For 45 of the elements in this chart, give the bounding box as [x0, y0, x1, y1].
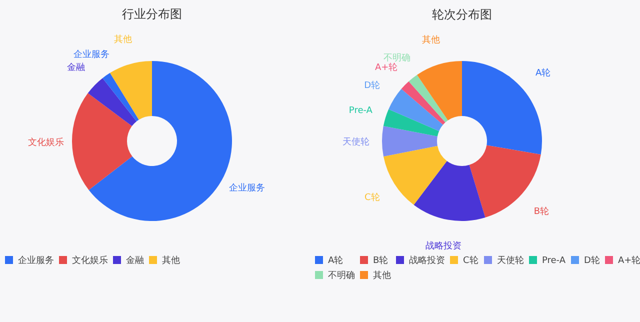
legend-label: A轮	[328, 255, 344, 266]
slice-label: C轮	[364, 192, 380, 204]
slice-label: B轮	[534, 206, 550, 218]
legend-label: 企业服务	[18, 255, 54, 266]
donut-slice	[388, 88, 444, 132]
slice-label: 不明确	[383, 52, 410, 64]
donut-slice	[384, 146, 447, 205]
donut-slice	[383, 109, 440, 136]
donut-slice	[72, 93, 132, 190]
slice-label: Pre-A	[348, 106, 374, 116]
legend-label: 其他	[373, 270, 391, 281]
legend-label: Pre-A	[542, 256, 566, 266]
legend-label: 文化娱乐	[72, 255, 108, 266]
donut-slice	[382, 126, 438, 156]
chart-title: 行业分布图	[122, 7, 182, 22]
slice-label: 企业服务	[229, 182, 266, 194]
slice-label: 其他	[114, 34, 132, 46]
slice-label: A轮	[535, 68, 551, 79]
donut-slice	[110, 61, 152, 120]
slice-label: 战略投资	[425, 240, 462, 252]
legend-label: 不明确	[328, 270, 355, 281]
legend-label: 战略投资	[409, 255, 445, 266]
donut-slice	[462, 61, 542, 155]
slice-label: 文化娱乐	[28, 137, 64, 148]
donut-slice	[417, 61, 462, 120]
slice-label: D轮	[364, 80, 380, 91]
legend-label: A+轮	[618, 255, 640, 266]
slice-label: 天使轮	[342, 136, 370, 148]
slice-label: 其他	[422, 34, 440, 46]
donut-slice	[469, 145, 541, 218]
legend-label: D轮	[584, 255, 600, 266]
legend-label: C轮	[463, 255, 478, 266]
donut-slice	[401, 81, 446, 125]
chart-title: 轮次分布图	[432, 8, 492, 22]
legend-label: 天使轮	[497, 255, 524, 266]
donut-slice	[102, 72, 139, 122]
slice-label: 企业服务	[73, 49, 110, 60]
legend-label: B轮	[373, 255, 388, 266]
legend-label: 其他	[162, 255, 180, 266]
donut-slice	[88, 78, 137, 126]
legend-label: 金融	[126, 255, 144, 266]
donut-slice	[414, 160, 486, 221]
slice-label: 金融	[67, 62, 86, 73]
donut-slice	[408, 74, 448, 122]
slice-label: A+轮	[374, 62, 398, 73]
